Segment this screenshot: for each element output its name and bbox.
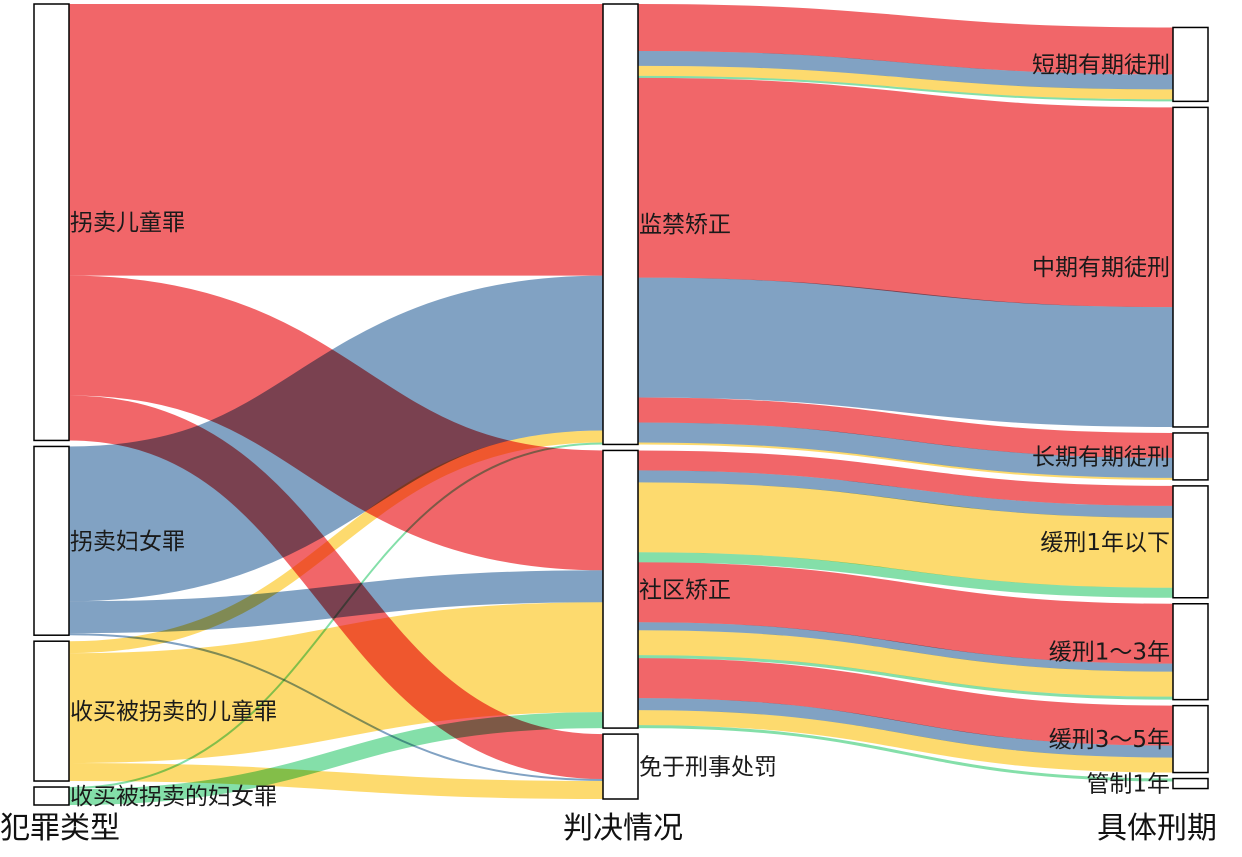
- node-label: 拐卖妇女罪: [70, 529, 185, 555]
- flow-link: [637, 50, 1174, 90]
- flow-link: [637, 552, 1174, 598]
- node-label: 短期有期徒刑: [1032, 52, 1170, 78]
- flow-link: [637, 658, 1174, 746]
- node-bar: [602, 449, 639, 729]
- flow-link: [637, 77, 1174, 308]
- flow-link: [68, 442, 604, 790]
- node-bar: [33, 3, 70, 442]
- flow-link: [637, 277, 1174, 427]
- flow-link: [68, 570, 604, 634]
- node-bar: [33, 640, 70, 782]
- node-label: 社区矫正: [639, 577, 731, 603]
- flow-link: [68, 763, 604, 799]
- flow-link: [637, 725, 1174, 782]
- flow-link: [637, 3, 1174, 75]
- flow-link: [637, 630, 1174, 697]
- flow-link: [637, 75, 1174, 102]
- column-title-sentence-term: 具体刑期: [1097, 811, 1217, 846]
- node-bar: [602, 733, 639, 800]
- flow-link: [67, 275, 605, 602]
- flow-link: [637, 655, 1174, 700]
- column-title-verdict: 判决情况: [563, 811, 683, 846]
- node-label: 监禁矫正: [639, 212, 731, 238]
- flow-link: [68, 430, 604, 654]
- node-bar: [1172, 26, 1209, 103]
- nodes-layer: [33, 3, 1209, 806]
- node-bar: [602, 3, 639, 446]
- node-bar: [1172, 603, 1209, 701]
- node-label: 拐卖儿童罪: [70, 210, 185, 236]
- flow-link: [637, 397, 1174, 458]
- node-bar: [1172, 777, 1209, 790]
- flow-link: [68, 712, 604, 805]
- node-bar: [33, 786, 70, 806]
- node-bar: [1172, 432, 1209, 481]
- flow-link: [637, 698, 1174, 758]
- column-titles: 犯罪类型 判决情况 具体刑期: [0, 811, 1217, 846]
- flow-link: [637, 450, 1174, 506]
- flow-link: [68, 602, 604, 764]
- node-label: 收买被拐卖的儿童罪: [70, 699, 277, 725]
- flow-link: [637, 710, 1174, 773]
- node-label: 管制1年: [1086, 772, 1170, 798]
- flow-link: [637, 470, 1174, 518]
- node-bar: [33, 445, 70, 636]
- flow-link: [637, 422, 1174, 478]
- node-label: 免于刑事处罚: [639, 755, 777, 781]
- flows-layer: [67, 3, 1174, 805]
- node-label: 缓刑1～3年: [1049, 640, 1170, 666]
- node-label: 缓刑1年以下: [1040, 530, 1170, 556]
- node-label: 收买被拐卖的妇女罪: [70, 784, 277, 810]
- flow-link: [637, 65, 1174, 100]
- node-bar: [1172, 106, 1209, 428]
- node-bar: [1172, 704, 1209, 774]
- column-title-crime-type: 犯罪类型: [0, 811, 120, 846]
- node-label: 中期有期徒刑: [1032, 255, 1170, 281]
- flow-link: [637, 482, 1174, 588]
- flow-link: [637, 562, 1174, 664]
- node-bar: [1172, 485, 1209, 599]
- node-label: 长期有期徒刑: [1032, 444, 1170, 470]
- flow-link: [637, 442, 1174, 480]
- node-label: 缓刑3～5年: [1049, 727, 1170, 753]
- flow-link: [637, 622, 1174, 672]
